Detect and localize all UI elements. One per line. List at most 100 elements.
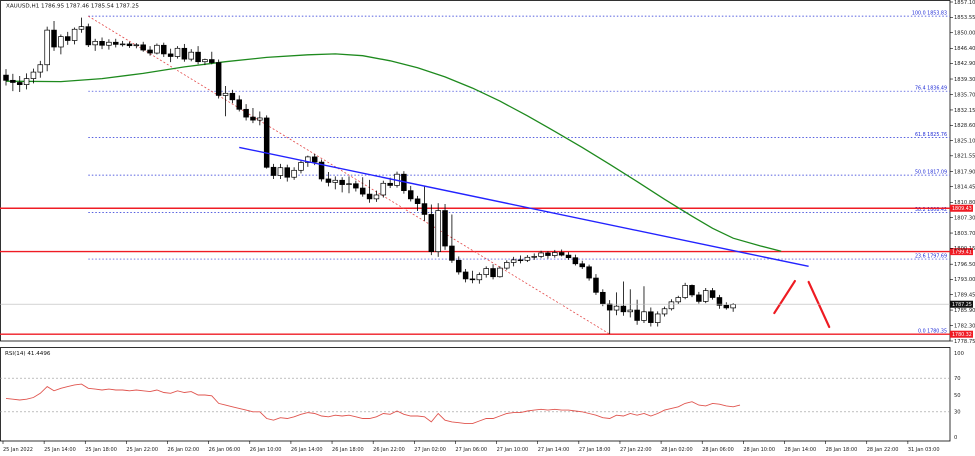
candle-body — [16, 82, 23, 85]
candle-body — [229, 92, 236, 101]
candle-body — [558, 252, 565, 256]
price-tick-label: 1814.45 — [954, 184, 975, 190]
candle-body — [620, 305, 627, 313]
candle-body — [78, 26, 85, 30]
price-tick-label: 1832.15 — [954, 108, 975, 114]
candle-body — [716, 297, 723, 306]
resistance-price-label: 1799.41 — [952, 249, 972, 255]
candle-body — [469, 278, 476, 281]
price-tick-label: 1842.90 — [954, 61, 975, 67]
candle-body — [407, 190, 414, 200]
candle-body — [119, 43, 126, 46]
candle-body — [10, 79, 16, 83]
candle-body — [709, 290, 716, 298]
time-tick-label: 27 Jan 18:00 — [579, 447, 611, 453]
candle-body — [504, 262, 510, 269]
time-tick-label: 28 Jan 02:00 — [661, 447, 693, 453]
candle-body — [92, 41, 98, 46]
price-tick-label: 1835.70 — [954, 92, 975, 98]
trendline[interactable] — [239, 146, 809, 268]
candle-body — [311, 156, 318, 163]
candle-body — [167, 53, 174, 57]
symbol-header: XAUUSD,H1 1786.95 1787.46 1785.54 1787.2… — [6, 4, 139, 10]
candle-body — [3, 74, 9, 81]
candle-body — [99, 41, 105, 46]
fib-level-label: 50.0 1817.09 — [915, 170, 947, 176]
price-tick-label: 1807.30 — [954, 215, 975, 221]
rsi-pane-frame — [0, 347, 951, 442]
candle-body — [435, 210, 441, 253]
time-tick-label: 25 Jan 22:00 — [126, 447, 158, 453]
candle-body — [71, 28, 78, 41]
price-tick-label: 1821.55 — [954, 154, 975, 160]
candle-body — [552, 252, 558, 256]
candle-body — [476, 274, 483, 281]
candle-body — [538, 252, 544, 257]
candle-body — [696, 294, 702, 302]
candle-body — [181, 47, 188, 60]
candle-body — [634, 309, 640, 321]
candle-body — [456, 259, 462, 273]
time-tick-label: 26 Jan 22:00 — [373, 447, 405, 453]
price-tick-label: 1817.90 — [954, 169, 975, 175]
candle-body — [346, 183, 352, 185]
resistance-price-label: 1780.32 — [952, 332, 972, 338]
candle-body — [380, 182, 387, 196]
rsi-tick-label: 0 — [954, 435, 957, 441]
fibonacci-diagonal — [88, 15, 610, 335]
candle-body — [373, 194, 380, 200]
candle-body — [600, 291, 606, 305]
candle-body — [483, 268, 489, 275]
candle-body — [318, 161, 325, 180]
price-tick-label: 1850.00 — [954, 31, 975, 37]
candle-body — [572, 257, 579, 265]
rsi-tick-label: 30 — [954, 410, 961, 416]
candle-body — [126, 43, 133, 47]
price-tick-label: 1789.45 — [954, 293, 975, 299]
candle-body — [298, 162, 304, 171]
candles — [3, 17, 736, 334]
candle-body — [58, 36, 64, 48]
candle-body — [195, 51, 201, 63]
candle-body — [140, 44, 146, 51]
candle-body — [366, 193, 373, 200]
candle-body — [613, 305, 620, 311]
time-tick-label: 28 Jan 14:00 — [784, 447, 816, 453]
candle-body — [675, 297, 682, 303]
price-tick-label: 1803.70 — [954, 231, 975, 237]
candle-body — [64, 36, 71, 41]
candle-body — [689, 285, 695, 296]
candle-body — [23, 78, 30, 85]
candle-body — [442, 210, 448, 247]
candle-body — [277, 167, 284, 176]
time-tick-label: 28 Jan 18:00 — [826, 447, 858, 453]
candle-body — [30, 71, 37, 79]
fib-level-label: 38.2 1808.42 — [915, 207, 947, 213]
candle-body — [661, 308, 668, 315]
candle-body — [421, 203, 428, 215]
candle-body — [106, 41, 112, 46]
time-tick-label: 27 Jan 14:00 — [538, 447, 570, 453]
rsi-tick-label: 50 — [954, 393, 961, 399]
candle-body — [215, 62, 222, 96]
resistance-price-label: 1809.43 — [952, 206, 972, 212]
time-tick-label: 25 Jan 2022 — [3, 447, 33, 453]
rsi-line — [5, 383, 741, 425]
fib-level-label: 0.0 1780.35 — [918, 329, 947, 335]
time-tick-label: 25 Jan 18:00 — [85, 447, 117, 453]
time-tick-label: 26 Jan 06:00 — [209, 447, 241, 453]
candle-body — [359, 187, 366, 195]
time-tick-label: 28 Jan 06:00 — [702, 447, 734, 453]
candle-body — [517, 259, 524, 262]
candle-body — [545, 252, 551, 256]
candle-body — [524, 256, 531, 261]
candle-body — [606, 303, 613, 311]
time-tick-label: 26 Jan 10:00 — [250, 447, 282, 453]
candle-body — [702, 290, 709, 302]
rsi-tick-label: 100 — [954, 351, 964, 357]
candle-body — [723, 304, 730, 309]
price-tick-label: 1796.50 — [954, 262, 975, 268]
candle-body — [236, 99, 242, 110]
candle-body — [332, 179, 339, 183]
price-tick-label: 1778.75 — [954, 339, 975, 345]
